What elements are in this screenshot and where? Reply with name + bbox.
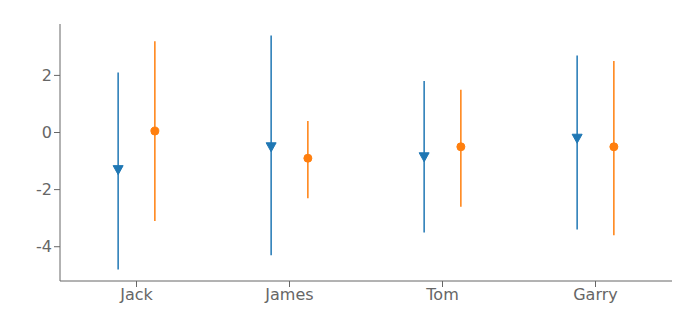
svg-text:-4: -4	[36, 237, 52, 256]
svg-text:2: 2	[42, 66, 52, 85]
svg-text:James: James	[264, 285, 313, 304]
svg-text:-2: -2	[36, 180, 52, 199]
svg-text:Tom: Tom	[425, 285, 458, 304]
svg-text:0: 0	[42, 123, 52, 142]
svg-text:Jack: Jack	[119, 285, 153, 304]
svg-text:Garry: Garry	[573, 285, 618, 304]
